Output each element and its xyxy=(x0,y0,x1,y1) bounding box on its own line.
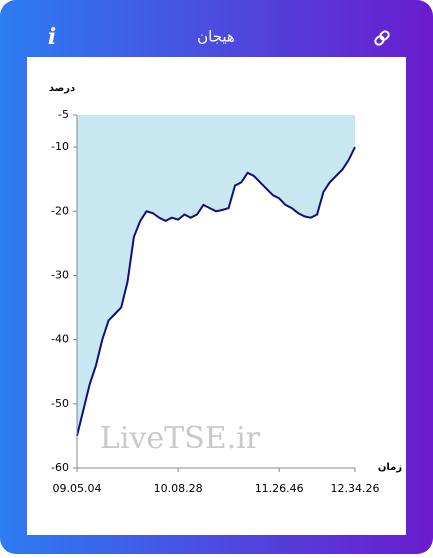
x-tick-label: 11.26.46 xyxy=(255,482,304,495)
y-tick-label: -30 xyxy=(51,268,69,281)
header-title: هیجان xyxy=(197,28,235,46)
y-tick-label: -50 xyxy=(51,397,69,410)
x-tick-label: 12.34.26 xyxy=(331,482,380,495)
link-button[interactable] xyxy=(374,30,390,46)
line xyxy=(76,146,356,437)
y-tick-label: -20 xyxy=(51,204,69,217)
x-axis-label: زمان xyxy=(378,462,402,473)
x-tick-label: 09.05.04 xyxy=(53,482,102,495)
y-axis-label: درصد xyxy=(49,83,75,94)
info-button[interactable]: i xyxy=(48,24,56,50)
watermark: LiveTSE.ir xyxy=(100,421,261,456)
area-fill xyxy=(77,115,355,436)
y-tick-label: -40 xyxy=(51,333,69,346)
y-tick-label: -10 xyxy=(51,140,69,153)
y-tick-label: -60 xyxy=(51,461,69,474)
y-tick-label: -5 xyxy=(58,108,69,121)
x-tick-label: 10.08.28 xyxy=(154,482,203,495)
